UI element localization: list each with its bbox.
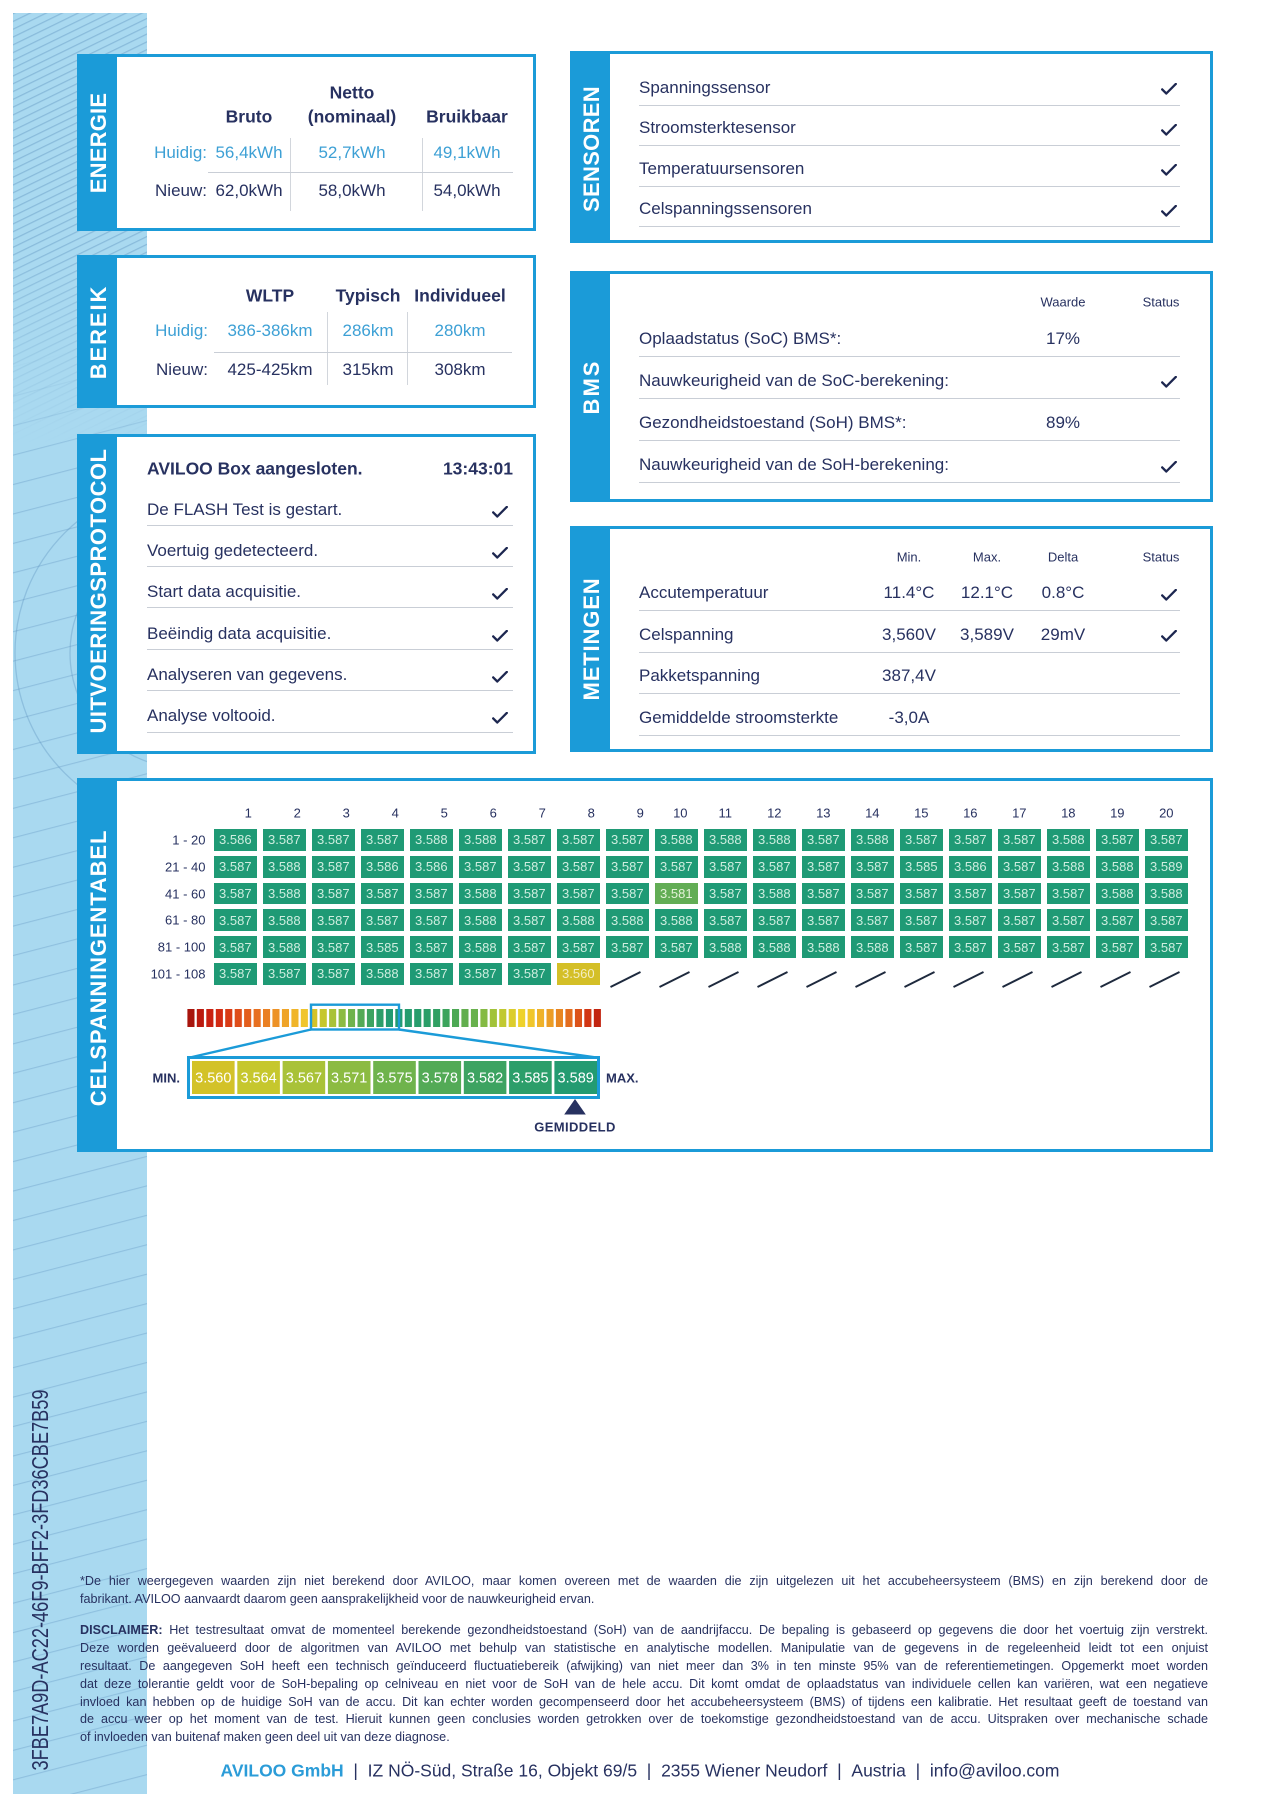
- svg-text:3.578: 3.578: [422, 1071, 458, 1087]
- svg-text:3.560: 3.560: [195, 1071, 231, 1087]
- svg-text:3.582: 3.582: [467, 1071, 503, 1087]
- svg-text:3.585: 3.585: [512, 1071, 548, 1087]
- svg-text:3.589: 3.589: [558, 1071, 594, 1087]
- svg-text:3.571: 3.571: [331, 1071, 367, 1087]
- svg-text:3.575: 3.575: [376, 1071, 412, 1087]
- svg-text:3.567: 3.567: [286, 1071, 322, 1087]
- svg-text:3.564: 3.564: [240, 1071, 276, 1087]
